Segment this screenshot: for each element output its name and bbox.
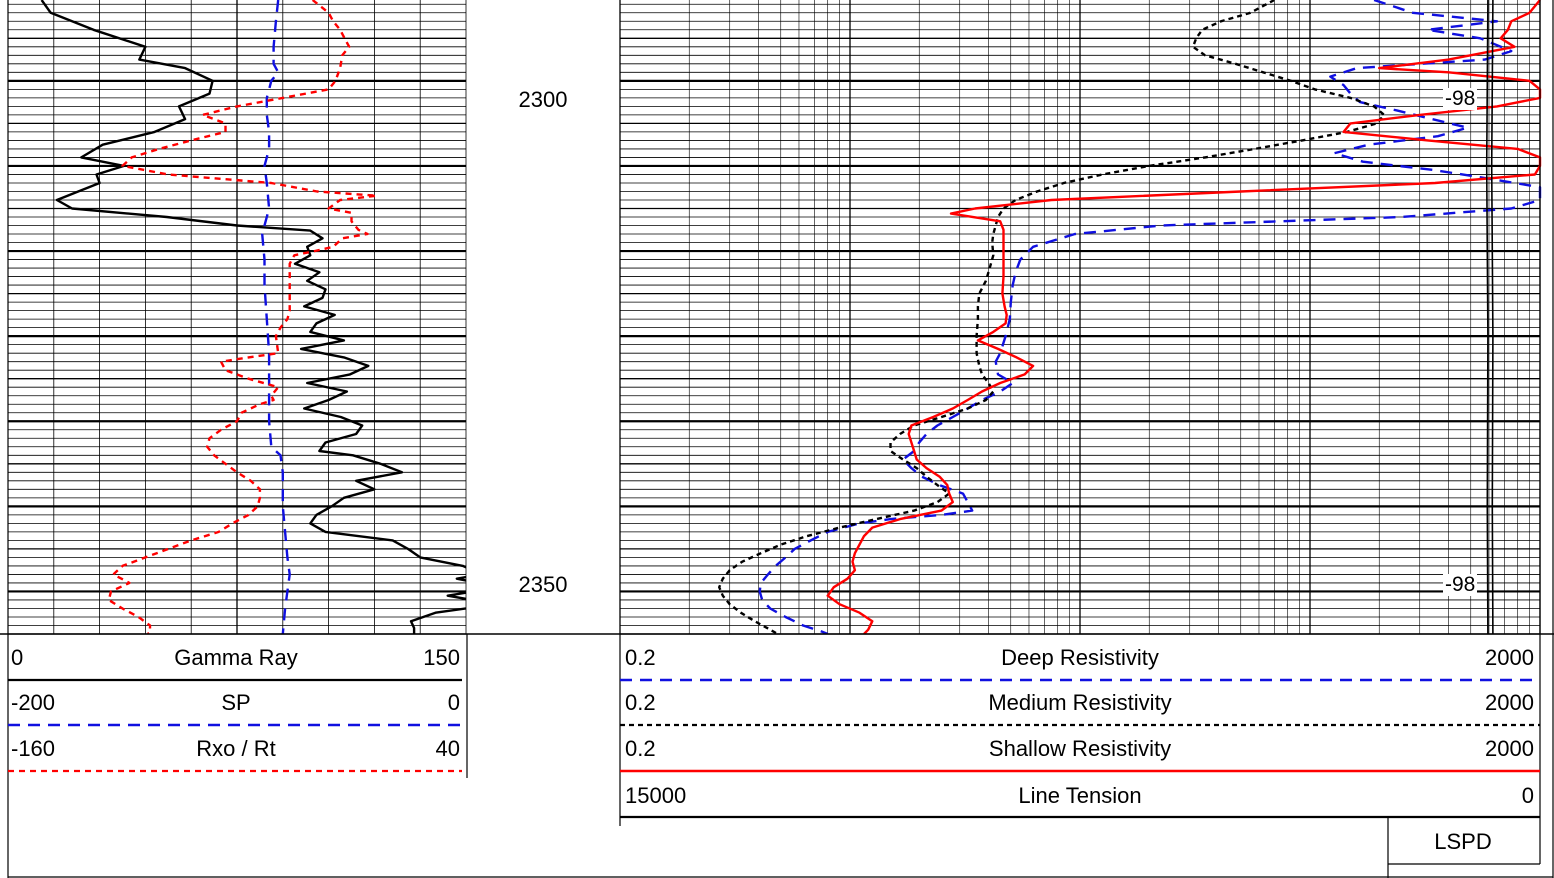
rxo-rt-label: Rxo / Rt — [196, 736, 276, 761]
gamma-ray-max: 150 — [423, 645, 460, 670]
gr-curve — [40, 0, 466, 634]
line-tension-min: 15000 — [625, 783, 687, 808]
tension-tag-2300: -98 — [1443, 87, 1478, 110]
shallow-resistivity-max: 2000 — [1485, 736, 1534, 761]
sp-label: SP — [221, 690, 251, 715]
depth-label-2300: 2300 — [518, 87, 568, 112]
right-track-grid — [619, 0, 1541, 635]
deep-resistivity-min: 0.2 — [625, 645, 656, 670]
medium-resistivity-max: 2000 — [1485, 690, 1534, 715]
medium-resistivity-min: 0.2 — [625, 690, 656, 715]
shallow-resistivity-min: 0.2 — [625, 736, 656, 761]
rxo-rt-min: -160 — [11, 736, 56, 761]
medium-resistivity-label: Medium Resistivity — [988, 690, 1172, 715]
medium-curve — [718, 0, 1386, 634]
left-track-grid — [7, 0, 467, 635]
shallow-resistivity-label: Shallow Resistivity — [988, 736, 1172, 761]
sp-curve — [261, 0, 291, 634]
curve-layer — [40, 0, 1542, 635]
rxo-curve — [107, 0, 378, 634]
depth-label-2350: 2350 — [518, 572, 568, 597]
tension-curve — [1485, 0, 1489, 635]
gamma-ray-label: Gamma Ray — [174, 645, 298, 670]
sp-max: 0 — [447, 690, 460, 715]
deep-resistivity-max: 2000 — [1485, 645, 1534, 670]
tension-curve — [1490, 0, 1494, 635]
tension-tag-2350: -98 — [1443, 573, 1478, 596]
gamma-ray-min: 0 — [11, 645, 24, 670]
sp-min: -200 — [11, 690, 56, 715]
deep-curve — [758, 0, 1542, 634]
line-tension-max: 0 — [1521, 783, 1534, 808]
rxo-rt-max: 40 — [435, 736, 460, 761]
shallow-curve — [826, 0, 1542, 634]
deep-resistivity-label: Deep Resistivity — [1001, 645, 1159, 670]
lspd-label: LSPD — [1434, 829, 1492, 854]
line-tension-label: Line Tension — [1018, 783, 1142, 808]
